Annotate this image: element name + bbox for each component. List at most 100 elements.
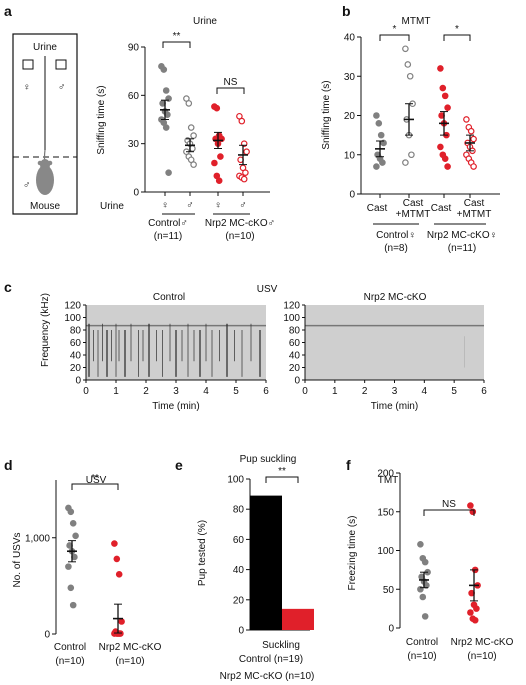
- b-x-tick-label: Cast +MTMT: [457, 198, 492, 220]
- c-y-tick-label: 80: [289, 326, 301, 337]
- panel-label-b: b: [342, 3, 351, 19]
- b-series-3-point: [470, 135, 477, 143]
- a-series-3-point: [243, 148, 250, 156]
- e-y-label: Pup tested (%): [197, 520, 208, 586]
- c-y-tick-label: 40: [70, 351, 82, 362]
- c-x-tick-label: 6: [481, 386, 487, 397]
- a-y-tick-label: 60: [128, 91, 140, 102]
- c-x-tick-label: 0: [83, 386, 89, 397]
- b-group-n-control: (n=8): [384, 243, 408, 254]
- b-series-2-point: [437, 65, 444, 72]
- f-series-1-point: [467, 502, 474, 509]
- d-title: USV: [86, 475, 107, 486]
- d-sig-label: **: [91, 473, 99, 484]
- b-series-2-point: [437, 143, 444, 151]
- diagram-female-symbol: ♀: [23, 82, 31, 93]
- e-x-label: Suckling: [262, 640, 300, 651]
- c-y-tick-label: 40: [289, 351, 301, 362]
- f-sig-bracket: [423, 509, 475, 516]
- b-series-0-point: [375, 120, 383, 127]
- e-title: Pup suckling: [240, 454, 297, 465]
- f-n-label: (n=10): [467, 651, 496, 662]
- b-y-tick-label: 20: [344, 111, 356, 122]
- a-row-label: Urine: [100, 201, 124, 212]
- d-category-label: Control: [54, 642, 86, 653]
- a-sig-control-label: **: [173, 31, 181, 42]
- f-sig-label: NS: [442, 499, 456, 510]
- c-x-tick-label: 4: [203, 386, 209, 397]
- c-x-label: Time (min): [371, 401, 418, 412]
- f-y-tick-label: 50: [383, 585, 395, 596]
- f-category-label: Control: [406, 637, 438, 648]
- c-x-label: Time (min): [152, 401, 199, 412]
- d-y-tick-label: 0: [44, 630, 50, 641]
- c-x-tick-label: 3: [173, 386, 179, 397]
- a-series-0-point: [162, 124, 170, 131]
- a-sig-control-bracket: [162, 41, 191, 48]
- b-series-1-point: [402, 159, 409, 166]
- c-x-tick-label: 1: [332, 386, 338, 397]
- b-series-2-point: [441, 155, 449, 162]
- f-y-tick-label: 200: [377, 469, 394, 480]
- b-x-tick-label-line: Cast: [464, 198, 485, 209]
- c-y-tick-label: 20: [70, 363, 82, 374]
- diagram-male-symbol: ♂: [58, 82, 66, 93]
- a-y-tick-label: 30: [128, 139, 140, 150]
- b-x-tick-label-line: +MTMT: [396, 209, 431, 220]
- a-sig-cko-label: NS: [224, 77, 238, 88]
- e-y-tick-label: 100: [227, 475, 244, 486]
- b-x-tick-label: Cast +MTMT: [396, 198, 431, 220]
- c-spectrogram-1: [305, 305, 484, 380]
- e-sig-label: **: [278, 466, 286, 477]
- a-y-label: Sniffing time (s): [96, 85, 107, 154]
- f-y-tick-label: 0: [388, 624, 394, 635]
- b-series-1-point: [406, 72, 414, 80]
- d-series-0-point: [69, 601, 77, 609]
- f-y-tick-label: 150: [377, 507, 394, 518]
- b-series-2-point: [444, 104, 451, 111]
- c-spectrogram-0: [86, 305, 266, 380]
- a-y-tick-label: 0: [133, 188, 139, 199]
- mouse-label: Mouse: [30, 201, 60, 212]
- b-series-3-point: [470, 163, 477, 170]
- male-sample-box: [55, 59, 67, 70]
- e-bar-1: [282, 608, 314, 630]
- a-series-2-point: [211, 159, 218, 167]
- c-y-tick-label: 100: [283, 313, 300, 324]
- c-y-tick-label: 120: [283, 301, 300, 312]
- b-series-0-point: [373, 112, 380, 119]
- arena-box: [12, 33, 78, 215]
- b-y-label: Sniffing time (s): [321, 80, 332, 149]
- b-x-tick-label: Cast: [431, 203, 452, 214]
- b-series-3-point: [467, 127, 475, 135]
- d-y-label: No. of USVs: [12, 532, 23, 587]
- b-series-2-point: [444, 163, 451, 170]
- c-x-tick-label: 2: [362, 386, 368, 397]
- c-spectrogram-name-0: Control: [153, 292, 185, 303]
- f-series-1-point: [471, 616, 479, 624]
- b-x-tick-label-line: +MTMT: [457, 209, 492, 220]
- d-series-1-point: [113, 555, 121, 563]
- a-series-1-point: [190, 161, 197, 168]
- b-series-1-point: [404, 61, 412, 68]
- a-series-1-point: [185, 100, 193, 107]
- d-n-label: (n=10): [115, 656, 144, 667]
- c-x-tick-label: 4: [422, 386, 428, 397]
- d-n-label: (n=10): [55, 656, 84, 667]
- d-series-0-point: [67, 508, 75, 516]
- f-series-1-point: [467, 609, 474, 616]
- e-y-tick-label: 20: [233, 595, 245, 606]
- c-y-tick-label: 20: [289, 363, 301, 374]
- female-sample-box: [22, 59, 34, 70]
- f-series-0-point: [419, 593, 427, 601]
- a-x-tick-label: ♀: [161, 200, 169, 211]
- a-series-3-point: [238, 117, 246, 125]
- f-n-label: (n=10): [407, 651, 436, 662]
- e-y-tick-label: 40: [233, 565, 245, 576]
- b-group-label-control: Control♀: [376, 230, 416, 241]
- a-series-3-point: [242, 169, 249, 176]
- c-x-tick-label: 6: [263, 386, 269, 397]
- b-sig-cko-label: *: [455, 24, 459, 35]
- d-series-1-point: [118, 618, 125, 625]
